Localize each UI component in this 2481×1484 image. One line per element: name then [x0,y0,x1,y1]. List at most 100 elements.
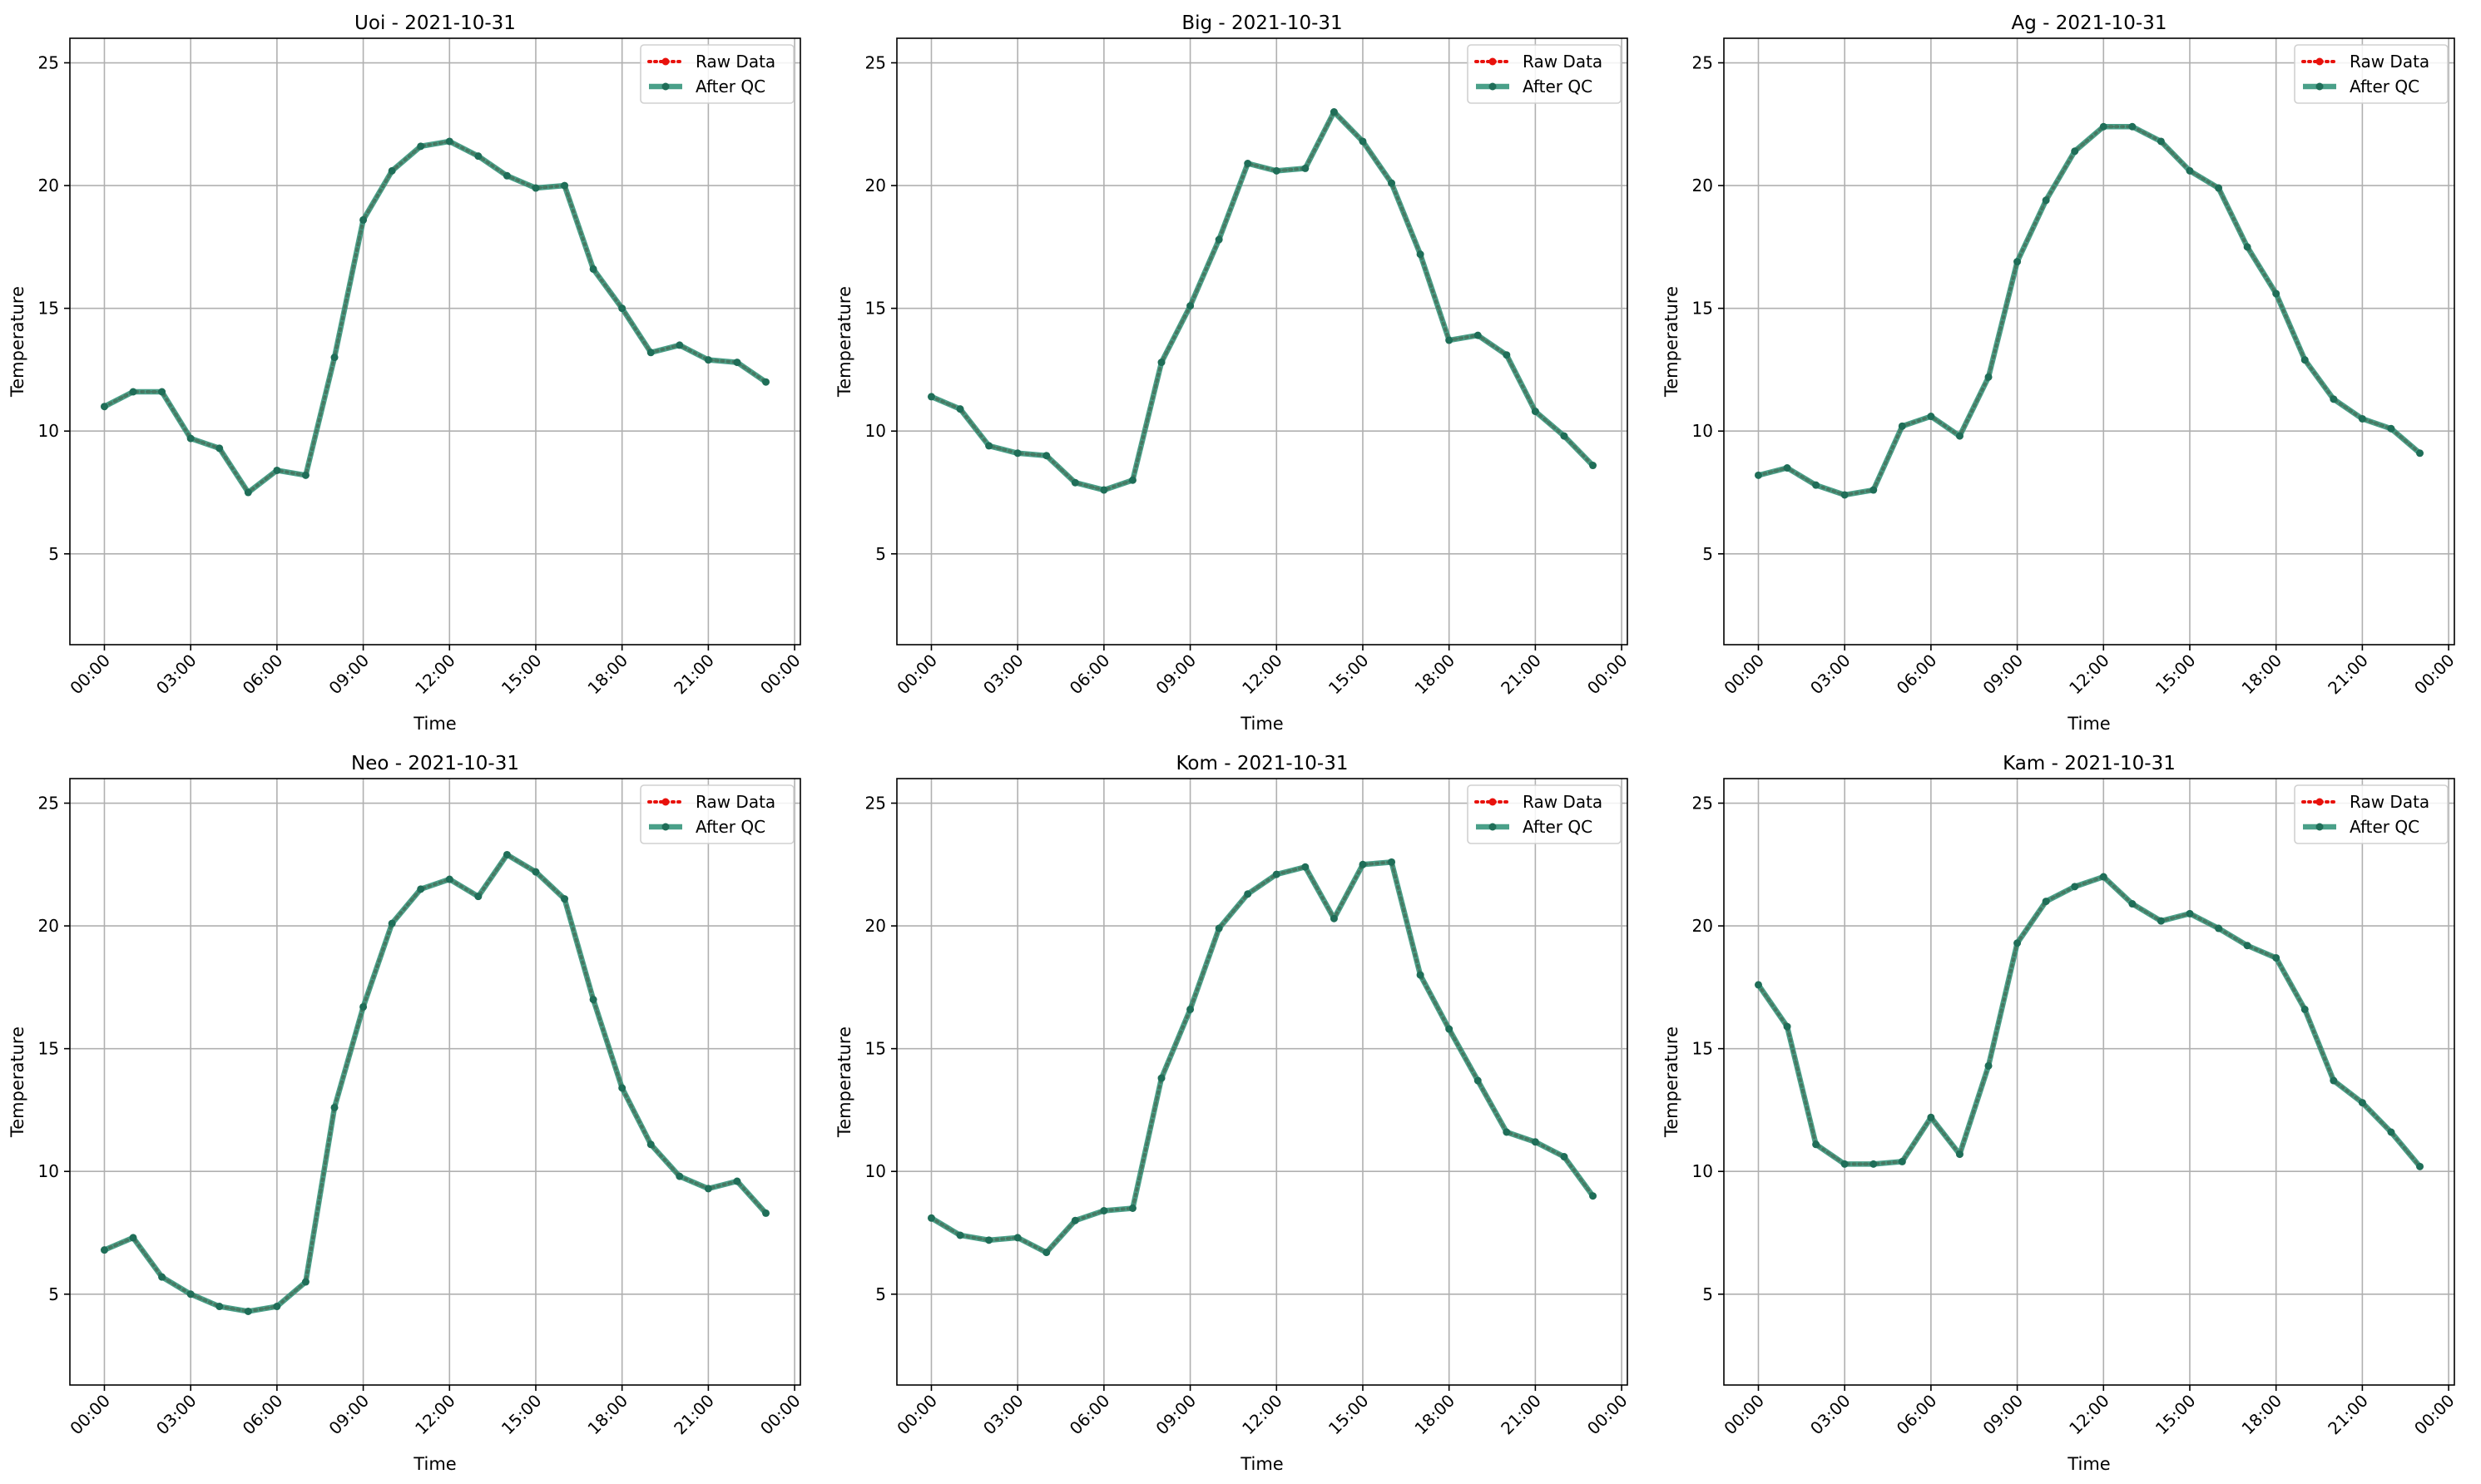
x-tick-label: 00:00 [1583,1391,1632,1439]
x-axis-label: Time [1240,714,1283,734]
data-point-after-qc [474,893,483,901]
data-point-after-qc [1531,408,1539,416]
legend-marker-raw-data [2315,798,2324,806]
data-point-after-qc [2272,953,2280,962]
x-tick-label: 06:00 [1893,650,1941,699]
series-line-raw-data-overlay [1758,126,2421,496]
legend: Raw Data After QC [2294,44,2449,104]
data-point-after-qc [1100,1206,1108,1214]
x-tick-label: 12:00 [2065,1391,2113,1439]
y-axis-label: Temperature [7,1026,27,1138]
chart-panel-2: Big - 2021-10-31 5 10 15 20 25 00:00 03:00 06:00… [827,0,1654,740]
data-point-after-qc [1783,1022,1791,1031]
chart-panel-5: Kom - 2021-10-31 5 10 15 20 25 00:00 03:00 06:00… [827,740,1654,1481]
data-point-after-qc [2186,166,2194,175]
data-point-after-qc [2387,1128,2395,1136]
x-axis-label: Time [413,1454,456,1474]
y-tick-label: 15 [1692,1039,1713,1059]
data-point-after-qc [1128,476,1137,484]
legend: Raw Data After QC [2294,784,2449,844]
data-point-after-qc [1301,164,1310,172]
data-point-after-qc [1869,486,1878,494]
x-tick-label: 09:00 [1978,1391,2027,1439]
y-tick-label: 25 [38,794,59,814]
data-point-after-qc [1473,1076,1482,1085]
data-point-after-qc [2358,1099,2366,1107]
data-point-after-qc [2013,939,2022,947]
data-point-after-qc [445,137,453,146]
chart-title: Kom - 2021-10-31 [1176,753,1349,774]
axes-frame [1723,778,2455,1386]
data-point-after-qc [1013,1234,1022,1242]
data-point-after-qc [762,1209,770,1217]
x-tick-label: 12:00 [1238,1391,1286,1439]
series-line-raw-data-overlay [104,140,767,494]
data-point-after-qc [2416,449,2424,458]
data-point-after-qc [100,1246,108,1254]
chart-title: Ag - 2021-10-31 [2012,12,2167,34]
legend: Raw Data After QC [640,784,795,844]
data-point-after-qc [1330,914,1338,923]
grid [70,38,800,645]
x-tick-label: 15:00 [2152,1391,2200,1439]
axes-frame [1723,37,2455,646]
data-point-after-qc [1128,1204,1137,1212]
data-point-after-qc [762,378,770,386]
data-point-after-qc [532,184,540,192]
x-axis-label: Time [1240,1454,1283,1474]
data-point-after-qc [215,1303,224,1311]
chart-svg: Big - 2021-10-31 5 10 15 20 25 00:00 03:00 06:00… [834,12,1632,734]
data-point-after-qc [1215,235,1223,244]
x-tick-label: 03:00 [152,650,201,699]
data-point-after-qc [215,444,224,453]
data-point-after-qc [704,1185,712,1193]
data-point-after-qc [618,1084,626,1092]
series-line-raw-data-overlay [931,110,1594,492]
legend: Raw Data After QC [1467,44,1622,104]
data-point-after-qc [2186,909,2194,918]
legend-marker-after-qc [2315,823,2324,831]
y-axis-label: Temperature [1661,286,1681,398]
x-tick-label: 15:00 [1325,1391,1373,1439]
data-point-after-qc [1898,422,1906,430]
data-point-after-qc [1560,432,1568,440]
x-tick-label: 12:00 [411,1391,459,1439]
data-point-after-qc [646,349,655,357]
data-point-after-qc [1013,449,1022,458]
data-point-after-qc [1955,1150,1964,1159]
x-tick-label: 00:00 [756,1391,805,1439]
data-point-after-qc [186,434,195,443]
series-line-raw-data-overlay [1757,875,2421,1167]
data-point-after-qc [1215,924,1223,932]
series-line-raw-data-overlay [930,861,1594,1254]
data-point-after-qc [561,181,569,190]
chart-title: Uoi - 2021-10-31 [354,12,516,34]
data-point-after-qc [2243,243,2251,251]
data-point-after-qc [2215,184,2223,192]
data-point-after-qc [733,1177,741,1185]
y-tick-label: 5 [875,1284,886,1304]
data-point-after-qc [359,215,368,224]
chart-svg: Kam - 2021-10-31 5 10 15 20 25 00:00 03:00 06:00… [1661,753,2459,1474]
legend-marker-raw-data [2315,57,2324,66]
data-point-after-qc [1955,432,1964,440]
data-point-after-qc [359,1002,368,1011]
x-tick-label: 09:00 [1978,650,2027,699]
data-point-after-qc [1927,1113,1935,1121]
data-point-after-qc [985,1236,993,1244]
legend-label-after-qc: After QC [1523,77,1592,96]
chart-panel-4: Neo - 2021-10-31 5 10 15 20 25 00:00 03:00 06:00… [0,740,827,1481]
data-point-after-qc [956,1231,964,1239]
data-point-after-qc [1531,1138,1539,1146]
data-point-after-qc [2300,1005,2309,1013]
data-point-after-qc [1812,481,1820,489]
y-tick-label: 20 [865,176,886,195]
x-tick-label: 15:00 [498,650,546,699]
data-point-after-qc [1416,250,1424,259]
series-line-after-qc [1756,873,2423,1169]
x-tick-label: 09:00 [1151,1391,1200,1439]
y-tick-label: 10 [38,1161,59,1181]
data-point-after-qc [2071,883,2079,891]
x-tick-label: 06:00 [1066,1391,1114,1439]
data-point-after-qc [2071,147,2079,156]
